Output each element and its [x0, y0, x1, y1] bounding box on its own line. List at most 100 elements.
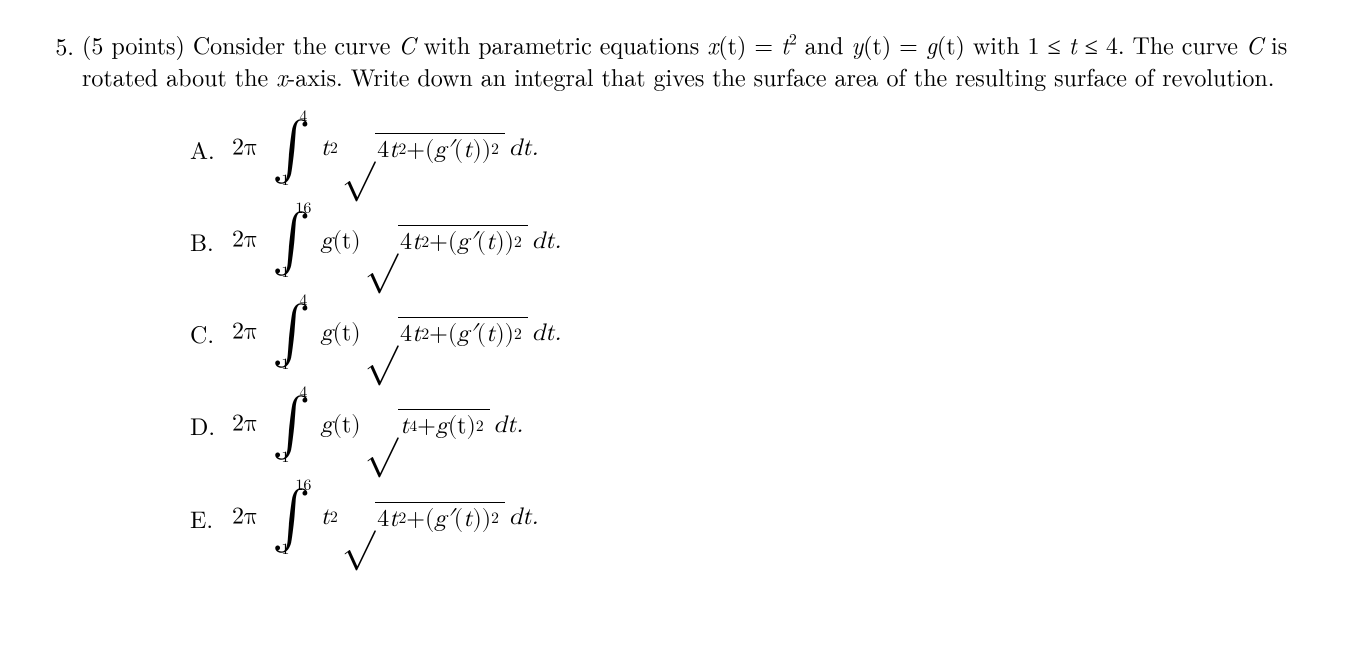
- twopi: 2π: [232, 412, 258, 436]
- integrand: t2 √ 4t2 + (g′(t))2 dt.: [321, 133, 539, 165]
- int-col: 4 ∫ 1: [272, 383, 311, 467]
- choice-C: C. 2π 4 ∫ 1 g(t) √ 4t2 + (g′(t))2: [190, 291, 1320, 375]
- gprime: g′: [457, 228, 476, 257]
- integral-sign-icon: ∫: [272, 399, 311, 451]
- dt: dt.: [509, 503, 538, 532]
- radicand: 4t2 + (g′(t))2: [375, 502, 505, 534]
- sqrt-icon: √: [365, 228, 398, 260]
- eq: =: [746, 27, 781, 61]
- twopi: 2π: [232, 227, 258, 251]
- x: x: [707, 27, 718, 61]
- sqrt: √ 4t2 + (g′(t))2: [365, 225, 528, 257]
- rp: ): [472, 505, 481, 534]
- twopi: 2π: [232, 504, 258, 528]
- t: t: [389, 136, 398, 165]
- integral: 16 ∫ 1 g(t) √ 4t2 + (g′(t))2 dt.: [266, 199, 561, 283]
- lower-limit: 1: [281, 265, 289, 281]
- and: and: [797, 27, 852, 61]
- curve-C: C: [398, 27, 415, 61]
- paren-t: (t): [718, 27, 746, 61]
- sqrt-icon: √: [342, 136, 375, 168]
- dt: dt.: [532, 227, 561, 256]
- lp2: (: [477, 320, 486, 349]
- integrand: g(t) √ 4t2 + (g′(t))2 dt.: [321, 225, 562, 257]
- lp2: (: [454, 136, 463, 165]
- tv: t: [486, 228, 495, 257]
- problem-5: 5. (5 points) Consider the curve C with …: [30, 28, 1320, 93]
- integrand: g(t) √ t4 + g(t)2 dt.: [321, 409, 523, 441]
- integral: 4 ∫ 1 g(t) √ 4t2 + (g′(t))2 dt.: [266, 291, 561, 375]
- integral-sign-icon: ∫: [272, 492, 311, 544]
- upper-limit: 16: [295, 201, 311, 217]
- four: 4: [400, 320, 412, 349]
- t: t: [412, 320, 421, 349]
- sup2: 2: [789, 27, 797, 50]
- g: g: [321, 227, 333, 256]
- choice-A-label: A.: [190, 132, 232, 166]
- integrand: g(t) √ 4t2 + (g′(t))2 dt.: [321, 317, 562, 349]
- radicand: 4t2 + (g′(t))2: [398, 225, 528, 257]
- int-col: 4 ∫ 1: [272, 291, 311, 375]
- int-col: 4 ∫ 1: [272, 107, 311, 191]
- lower-limit: 1: [281, 173, 289, 189]
- choice-B-label: B.: [190, 224, 232, 258]
- xaxis: x: [276, 59, 287, 93]
- t: with 1 ≤: [965, 27, 1069, 61]
- tv: t: [463, 136, 472, 165]
- lower-limit: 1: [281, 450, 289, 466]
- t: Consider the curve: [185, 27, 399, 61]
- g: g: [321, 411, 333, 440]
- dt: dt.: [532, 319, 561, 348]
- choice-B: B. 2π 16 ∫ 1 g(t) √ 4t2 + (g′(t))2: [190, 199, 1320, 283]
- int-col: 16 ∫ 1: [272, 476, 311, 560]
- g: g: [926, 27, 937, 61]
- y: y: [851, 27, 863, 61]
- t: t: [321, 503, 330, 532]
- twopi: 2π: [232, 135, 258, 159]
- g: g: [321, 319, 333, 348]
- plus: +: [406, 136, 425, 165]
- sqrt: √ t4 + g(t)2: [365, 409, 490, 441]
- rp: ): [495, 228, 504, 257]
- four: 4: [400, 228, 412, 257]
- integral-sign-icon: ∫: [272, 215, 311, 267]
- choice-D: D. 2π 4 ∫ 1 g(t) √ t4 + g(t)2: [190, 383, 1320, 467]
- choice-A: A. 2π 4 ∫ 1 t2 √ 4t2 + (g′(t))2: [190, 107, 1320, 191]
- upper-limit: 4: [299, 109, 307, 125]
- points: (5 points): [82, 27, 185, 61]
- radicand: 4t2 + (g′(t))2: [375, 133, 505, 165]
- four: 4: [377, 505, 389, 534]
- t: t: [400, 412, 409, 441]
- choice-D-math: 2π 4 ∫ 1 g(t) √ t4 + g(t)2: [232, 383, 523, 467]
- g: g: [436, 412, 448, 441]
- sqrt: √ 4t2 + (g′(t))2: [342, 133, 505, 165]
- plus: +: [429, 320, 448, 349]
- choice-D-label: D.: [190, 408, 232, 442]
- tparen: (t): [333, 319, 361, 348]
- upper-limit: 16: [295, 478, 311, 494]
- rp: ): [495, 320, 504, 349]
- paren-t2: (t): [863, 27, 891, 61]
- integrand: t2 √ 4t2 + (g′(t))2 dt.: [321, 502, 539, 534]
- gprime: g′: [434, 136, 453, 165]
- lp: (: [425, 136, 434, 165]
- tv: t: [486, 320, 495, 349]
- problem-stem: (5 points) Consider the curve C with par…: [82, 28, 1320, 93]
- sqrt-icon: √: [365, 412, 398, 444]
- tparen: (t): [333, 227, 361, 256]
- eq2: =: [891, 27, 926, 61]
- rp2: ): [505, 228, 514, 257]
- gprime: g′: [434, 505, 453, 534]
- dt: dt.: [494, 411, 523, 440]
- tvar: t: [1069, 27, 1077, 61]
- rp2: ): [482, 505, 491, 534]
- radicand: t4 + g(t)2: [398, 409, 490, 441]
- lp: (: [448, 228, 457, 257]
- sqrt: √ 4t2 + (g′(t))2: [342, 502, 505, 534]
- sqrt: √ 4t2 + (g′(t))2: [365, 317, 528, 349]
- t: t: [321, 134, 330, 163]
- curve-C2: C: [1246, 27, 1263, 61]
- lp: (: [448, 320, 457, 349]
- choice-E: E. 2π 16 ∫ 1 t2 √ 4t2 + (g′(t))2: [190, 476, 1320, 560]
- lp2: (: [477, 228, 486, 257]
